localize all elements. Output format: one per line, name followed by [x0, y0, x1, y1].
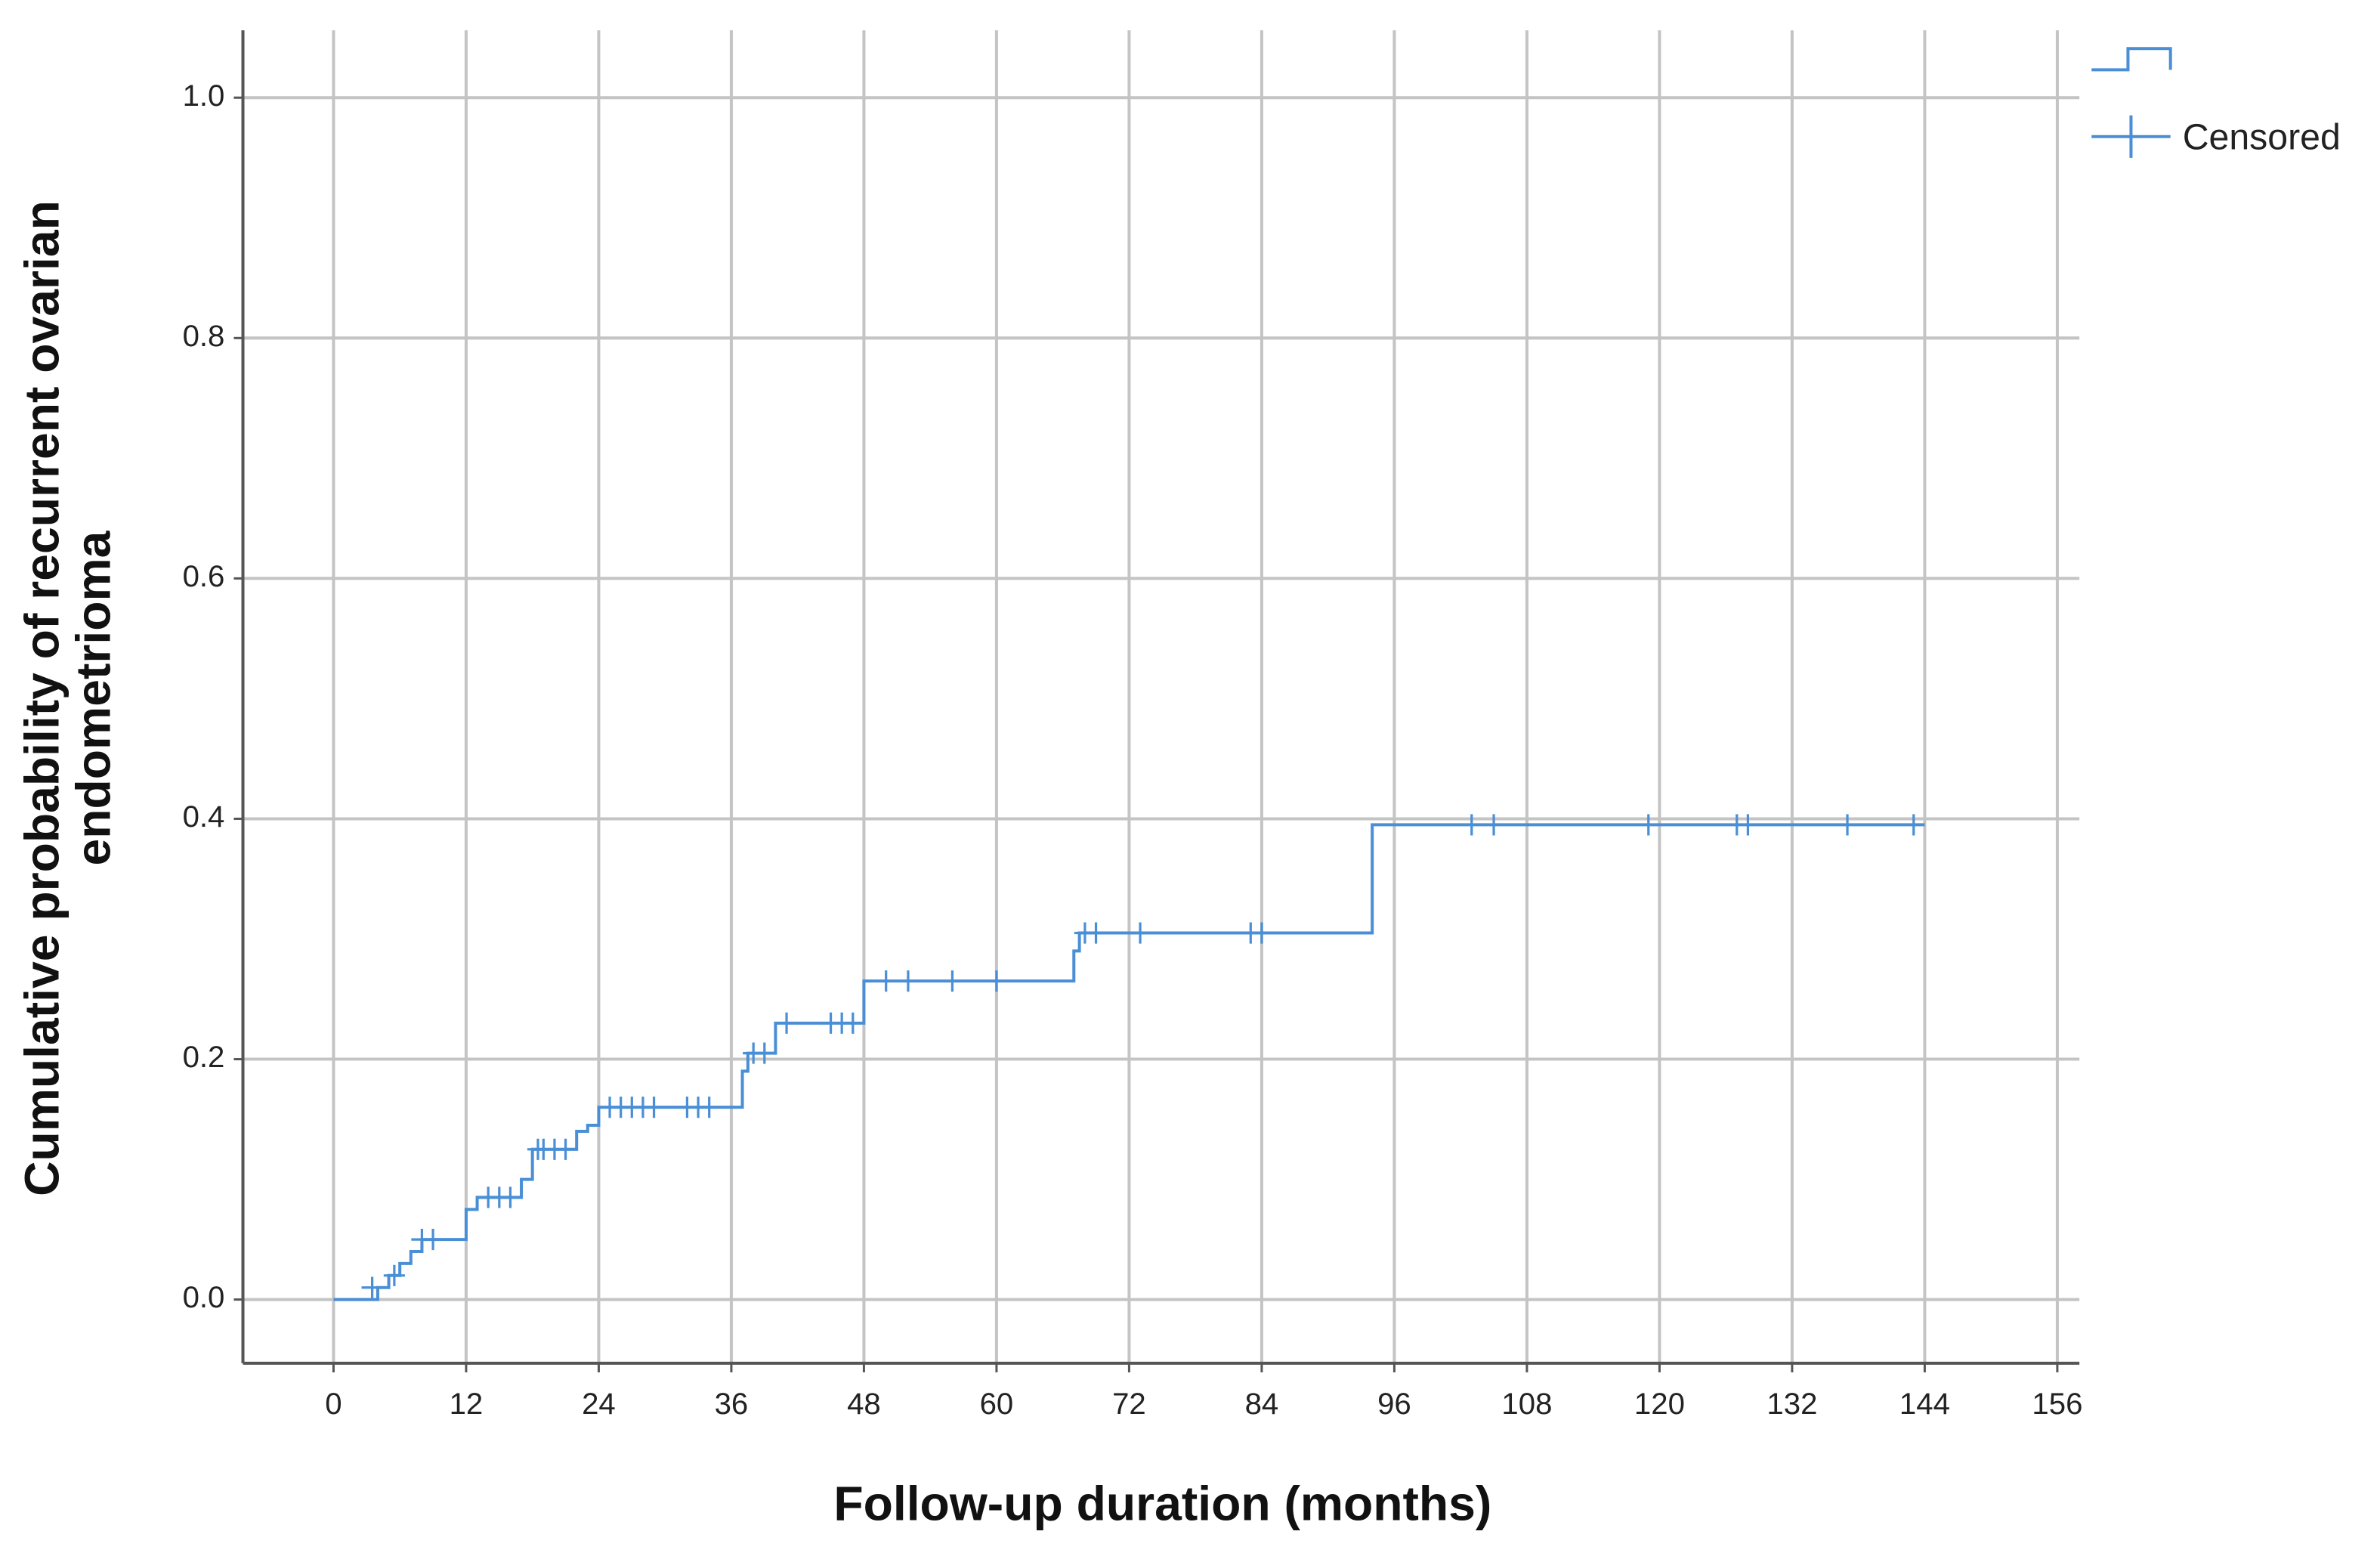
censor-mark — [422, 1229, 444, 1251]
censor-mark — [875, 970, 897, 992]
censor-mark — [941, 970, 963, 992]
censor-mark — [499, 1186, 521, 1208]
x-tick-label: 84 — [1245, 1387, 1279, 1421]
censor-mark — [1085, 922, 1107, 944]
y-tick-label: 0.0 — [183, 1280, 225, 1314]
censor-mark — [1836, 814, 1859, 836]
censor-mark — [1637, 814, 1659, 836]
legend-symbol — [2091, 115, 2171, 158]
x-tick-label: 36 — [715, 1387, 749, 1421]
x-tick-label: 12 — [450, 1387, 484, 1421]
y-axis-title: endometrioma — [66, 530, 121, 865]
censor-mark — [643, 1097, 665, 1118]
y-axis-title: Cumulative probability of recurrent ovar… — [14, 200, 69, 1196]
censor-mark — [753, 1042, 775, 1064]
legend-symbol — [2091, 47, 2172, 72]
plot-area — [333, 814, 1925, 1301]
x-tick-label: 60 — [980, 1387, 1014, 1421]
censor-mark — [1902, 814, 1924, 836]
x-tick-label: 144 — [1899, 1387, 1950, 1421]
censor-mark — [361, 1276, 383, 1298]
x-tick-label: 0 — [325, 1387, 342, 1421]
y-tick-label: 0.8 — [183, 319, 225, 353]
grid: 0.0 0.2 0.4 0.6 0.8 1.0 0 12 24 36 48 60 72 84 96 108 12… — [183, 30, 2082, 1421]
censor-mark — [775, 1012, 798, 1034]
y-tick-label: 0.6 — [183, 559, 225, 593]
censor-mark — [985, 970, 1007, 992]
censor-mark — [383, 1264, 405, 1286]
x-tick-label: 96 — [1377, 1387, 1411, 1421]
x-tick-label: 108 — [1501, 1387, 1552, 1421]
censor-mark — [1129, 922, 1151, 944]
censor-mark — [897, 970, 919, 992]
censor-mark — [698, 1097, 720, 1118]
x-tick-label: 132 — [1766, 1387, 1817, 1421]
censor-mark — [1250, 922, 1272, 944]
censor-mark — [1482, 814, 1505, 836]
legend: Censored — [2091, 47, 2341, 158]
x-tick-label: 24 — [582, 1387, 616, 1421]
censor-mark — [1737, 814, 1759, 836]
x-tick-label: 72 — [1112, 1387, 1146, 1421]
y-tick-label: 1.0 — [183, 79, 225, 113]
legend-label: Censored — [2183, 117, 2341, 158]
censor-mark — [555, 1138, 576, 1160]
x-tick-label: 156 — [2032, 1387, 2082, 1421]
censor-mark — [1460, 814, 1482, 836]
x-tick-label: 120 — [1634, 1387, 1685, 1421]
censor-mark — [842, 1012, 864, 1034]
y-tick-label: 0.4 — [183, 800, 225, 834]
y-tick-label: 0.2 — [183, 1040, 225, 1074]
x-axis-title: Follow-up duration (months) — [833, 1477, 1491, 1531]
x-tick-label: 48 — [847, 1387, 881, 1421]
step-line — [333, 823, 1925, 1301]
